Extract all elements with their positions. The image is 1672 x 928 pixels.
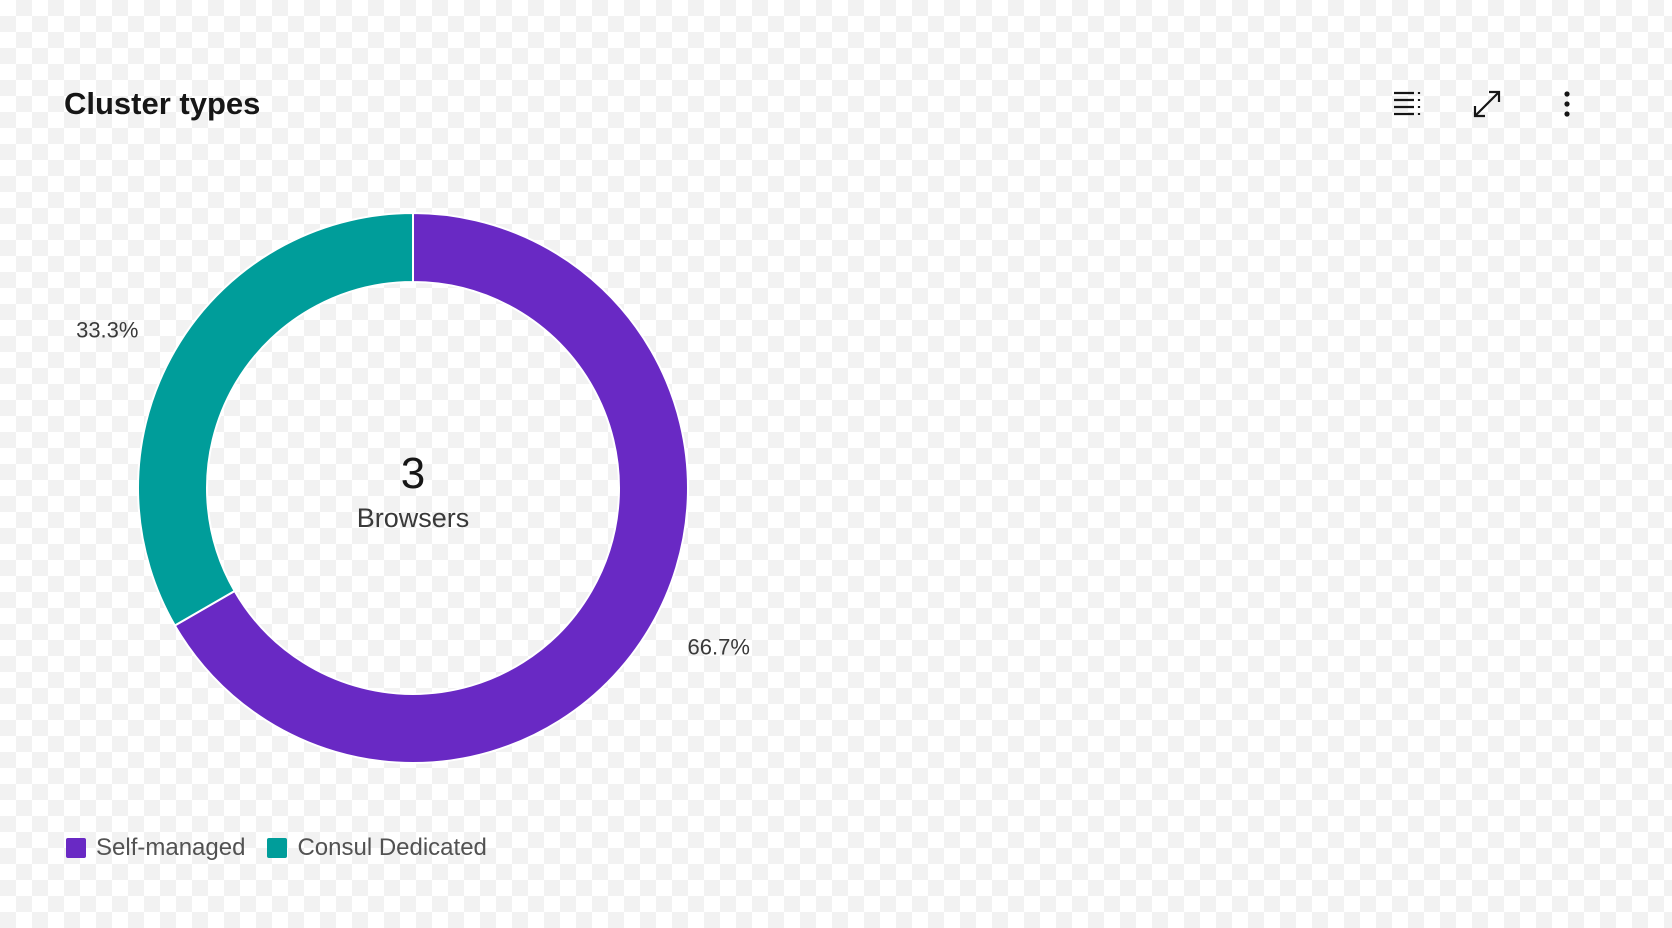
chart-title: Cluster types (64, 86, 261, 121)
legend-swatch (66, 838, 86, 858)
slice-label-consul-dedicated: 33.3% (76, 318, 138, 343)
center-value: 3 (401, 449, 425, 498)
donut-slice-consul-dedicated[interactable] (137, 211, 414, 627)
legend-item-consul-dedicated[interactable]: Consul Dedicated (267, 834, 487, 862)
donut-slice-self-managed[interactable] (173, 211, 689, 764)
maximize-icon[interactable] (1471, 88, 1503, 120)
data-table-icon[interactable] (1391, 88, 1423, 120)
legend-label: Consul Dedicated (297, 834, 487, 861)
center-label: Browsers (357, 503, 470, 533)
overflow-menu-vertical-icon[interactable] (1551, 88, 1583, 120)
legend-item-self-managed[interactable]: Self-managed (66, 834, 245, 862)
slice-label-self-managed: 66.7% (688, 635, 750, 660)
legend-label: Self-managed (96, 834, 246, 861)
legend-swatch (267, 838, 288, 858)
legend: Self-managed Consul Dedicated (66, 834, 509, 862)
